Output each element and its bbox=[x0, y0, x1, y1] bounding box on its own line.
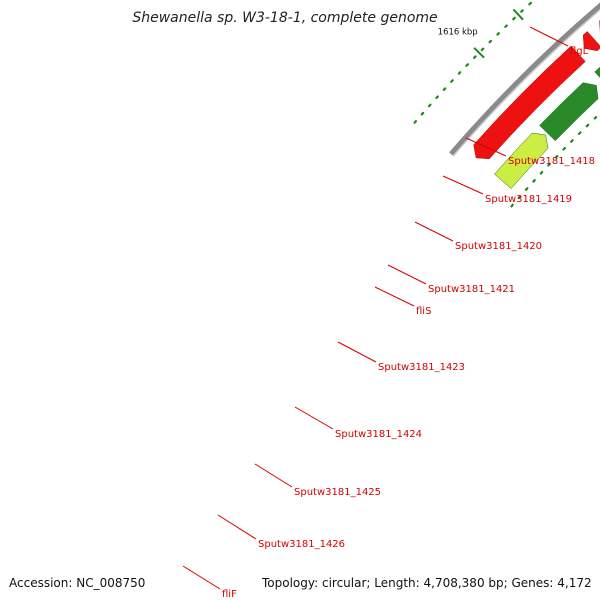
topology-backdrop bbox=[258, 572, 596, 592]
accession-text: Accession: NC_008750 bbox=[9, 576, 145, 590]
genome-backbone bbox=[449, 2, 600, 156]
kbp-tick-mark bbox=[473, 47, 485, 59]
label-leader-line bbox=[529, 26, 569, 47]
gene-label[interactable]: flgL bbox=[570, 46, 589, 57]
gene-label[interactable]: Sputw3181_1420 bbox=[455, 241, 542, 252]
label-leader-line bbox=[337, 341, 377, 363]
label-leader-line bbox=[465, 137, 507, 157]
reverse-gene-arrow[interactable] bbox=[582, 31, 600, 52]
label-leader-line bbox=[387, 264, 427, 285]
gene-label[interactable]: Sputw3181_1423 bbox=[378, 362, 465, 373]
accession-backdrop bbox=[4, 572, 150, 592]
label-leader-line bbox=[294, 406, 334, 430]
reverse-strand-genes bbox=[473, 20, 600, 160]
gene-label[interactable]: Sputw3181_1421 bbox=[428, 284, 515, 295]
gene-label[interactable]: Sputw3181_1418 bbox=[508, 156, 595, 167]
gene-label[interactable]: Sputw3181_1425 bbox=[294, 487, 381, 498]
kbp-tick-mark bbox=[512, 8, 524, 21]
genome-backbone-highlight bbox=[452, 8, 600, 157]
gene-label[interactable]: Sputw3181_1426 bbox=[258, 539, 345, 550]
forward-gene-arrow[interactable] bbox=[594, 65, 600, 88]
label-leader-line bbox=[217, 514, 257, 540]
label-leader-line bbox=[254, 463, 293, 488]
topology-text: Topology: circular; Length: 4,708,380 bp… bbox=[261, 576, 592, 590]
label-leader-line bbox=[414, 221, 454, 242]
map-title: Shewanella sp. W3-18-1, complete genome bbox=[132, 10, 437, 26]
gene-label[interactable]: fliF bbox=[222, 589, 237, 600]
reverse-gene-arrow[interactable] bbox=[473, 45, 586, 160]
label-leader-line bbox=[442, 175, 484, 195]
gene-label[interactable]: Sputw3181_1424 bbox=[335, 429, 422, 440]
forward-strand-genes bbox=[494, 65, 600, 189]
kbp-tick-label: 1616 kbp bbox=[438, 28, 478, 38]
gene-label[interactable]: fliS bbox=[416, 306, 431, 317]
label-leader-line bbox=[374, 286, 415, 307]
label-leaders: flgL Sputw3181_1418 Sputw3181_1419 Sputw318… bbox=[182, 26, 595, 600]
forward-gene-arrow[interactable] bbox=[494, 132, 549, 189]
label-leader-line bbox=[182, 565, 221, 590]
forward-gene-arrow[interactable] bbox=[539, 82, 599, 142]
kbp-ticks: 1606 kbp1607 kbp1608 kbp1609 kbp1610 kbp… bbox=[438, 8, 524, 59]
gene-label[interactable]: Sputw3181_1419 bbox=[485, 194, 572, 205]
